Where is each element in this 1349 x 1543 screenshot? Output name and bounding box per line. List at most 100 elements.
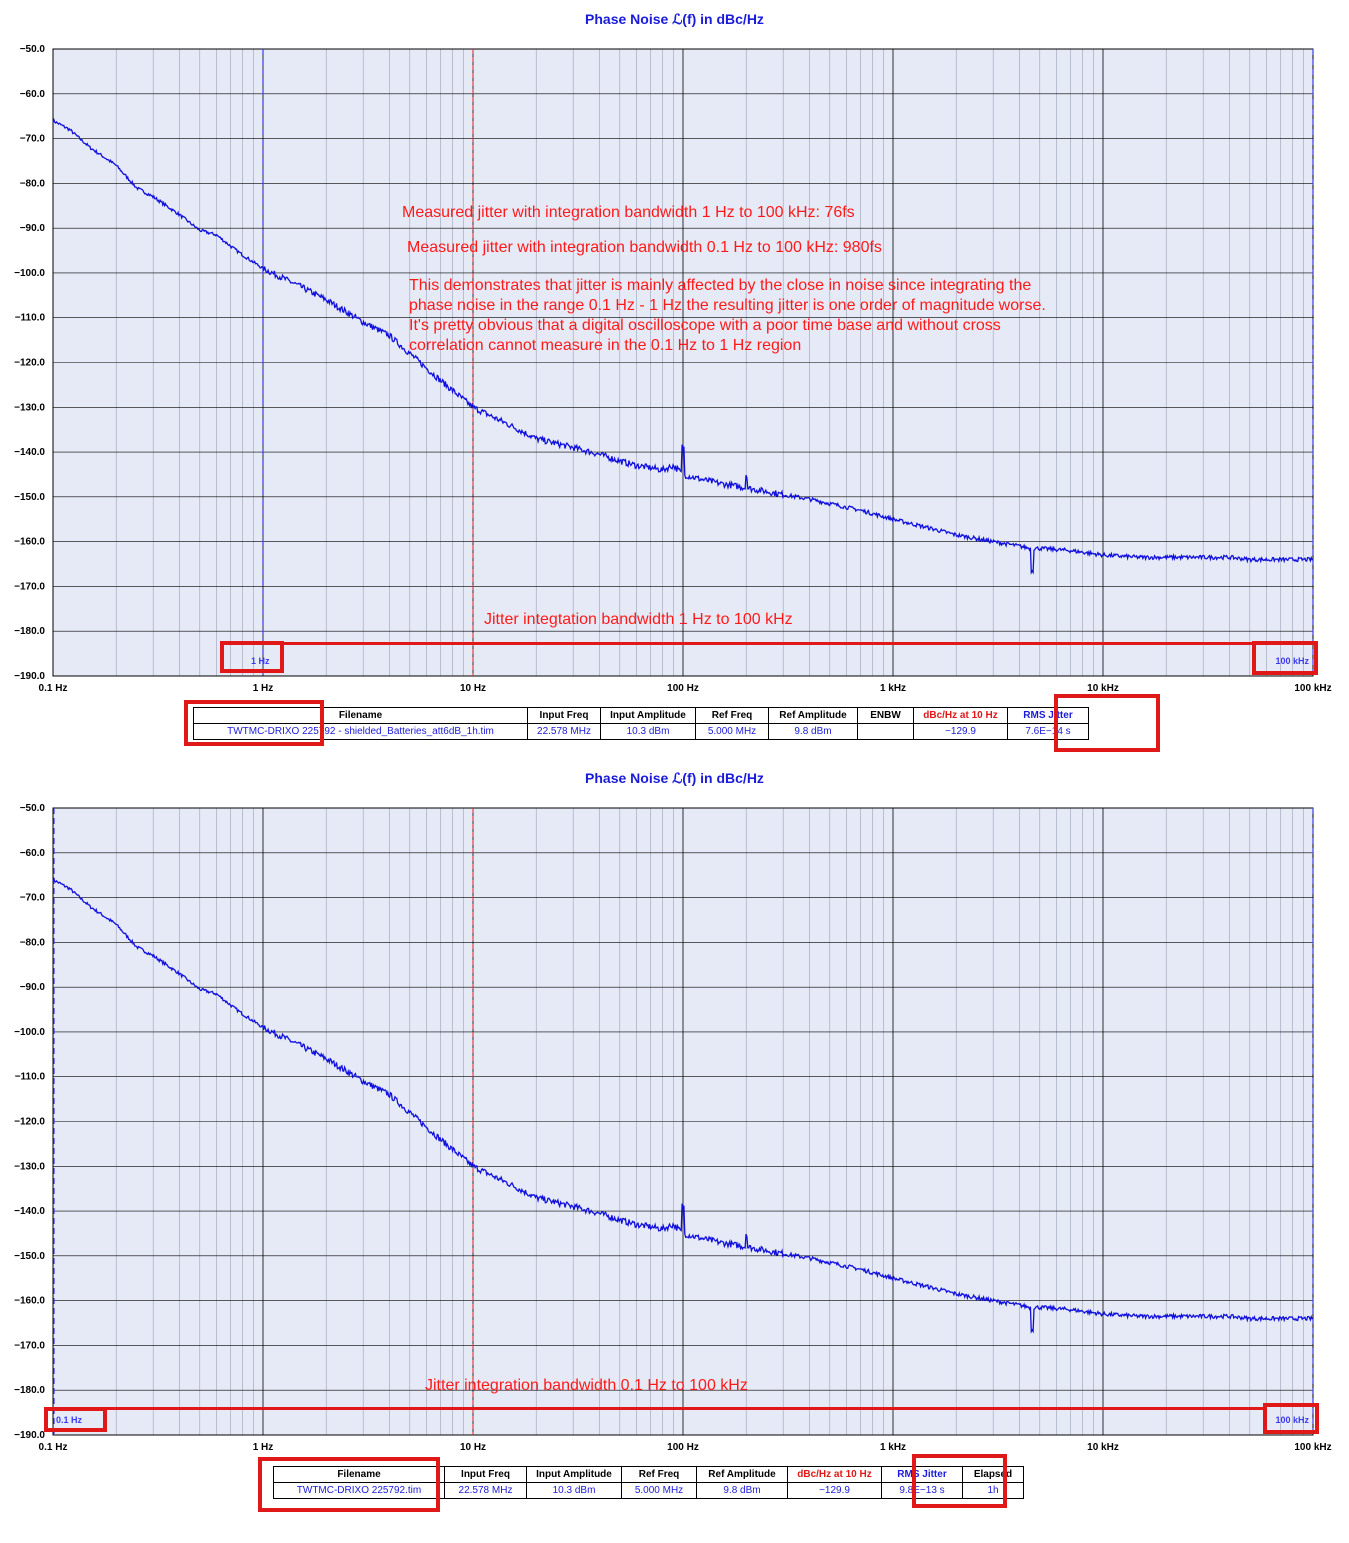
- value-ref-freq: 5.000 MHz: [695, 723, 769, 740]
- y-tick-label: −60.0: [20, 89, 46, 100]
- header-dbc-at-10hz: dBc/Hz at 10 Hz: [913, 707, 1008, 724]
- annotation-bandwidth: Jitter integration bandwidth 0.1 Hz to 1…: [425, 1377, 748, 1394]
- header-input-freq: Input Freq: [444, 1466, 527, 1483]
- header-enbw: ENBW: [857, 707, 914, 724]
- x-tick-label: 10 Hz: [460, 683, 486, 694]
- y-tick-label: −170.0: [14, 581, 45, 592]
- x-tick-label: 100 Hz: [667, 683, 699, 694]
- y-tick-label: −150.0: [14, 492, 45, 503]
- highlight-bandwidth-line: [104, 1407, 1266, 1413]
- annotation-line: It's pretty obvious that a digital oscil…: [409, 317, 1001, 334]
- y-tick-label: −140.0: [14, 447, 45, 458]
- phase-noise-trace: [52, 876, 1314, 1334]
- integration-start-label: 0.1 Hz: [56, 1415, 83, 1425]
- header-ref-amplitude: Ref Amplitude: [768, 707, 858, 724]
- y-tick-label: −80.0: [20, 178, 46, 189]
- highlight-rms-jitter: [1054, 694, 1160, 752]
- value-ref-amplitude: 9.8 dBm: [696, 1482, 788, 1499]
- x-tick-label: 100 kHz: [1294, 1442, 1331, 1453]
- y-tick-label: −90.0: [20, 223, 46, 234]
- y-tick-label: −160.0: [14, 537, 45, 548]
- y-tick-label: −160.0: [14, 1296, 45, 1307]
- integration-end-label: 100 kHz: [1275, 656, 1309, 666]
- header-ref-freq: Ref Freq: [695, 707, 769, 724]
- y-tick-label: −150.0: [14, 1251, 45, 1262]
- annotation-line: This demonstrates that jitter is mainly …: [409, 277, 1032, 294]
- header-dbc-at-10hz: dBc/Hz at 10 Hz: [787, 1466, 882, 1483]
- highlight-end-marker: [1263, 1403, 1319, 1434]
- phase-noise-plot-2: −50.0 −60.0 −70.0 −80.0 −90.0 −100.0 −110.0 −12…: [14, 803, 1332, 1453]
- y-tick-label: −130.0: [14, 402, 45, 413]
- value-rms-jitter: 9.8E−13 s: [881, 1482, 963, 1499]
- value-rms-jitter: 7.6E−14 s: [1007, 723, 1089, 740]
- x-tick-label: 100 kHz: [1294, 683, 1331, 694]
- value-dbc-at-10hz: −129.9: [787, 1482, 882, 1499]
- y-tick-label: −120.0: [14, 358, 45, 369]
- x-tick-label: 0.1 Hz: [39, 683, 68, 694]
- y-tick-label: −50.0: [20, 44, 46, 55]
- x-tick-label: 10 kHz: [1087, 683, 1119, 694]
- annotation-jitter-01hz: Measured jitter with integration bandwid…: [407, 239, 882, 256]
- y-tick-label: −100.0: [14, 268, 45, 279]
- chart-title: Phase Noise ℒ(f) in dBc/Hz: [585, 11, 764, 27]
- y-tick-label: −100.0: [14, 1027, 45, 1038]
- value-input-amplitude: 10.3 dBm: [526, 1482, 622, 1499]
- x-tick-label: 0.1 Hz: [39, 1442, 68, 1453]
- y-tick-label: −130.0: [14, 1161, 45, 1172]
- y-tick-label: −70.0: [20, 134, 46, 145]
- y-tick-label: −180.0: [14, 1385, 45, 1396]
- y-tick-label: −90.0: [20, 982, 46, 993]
- x-tick-label: 1 Hz: [253, 683, 274, 694]
- x-tick-label: 1 kHz: [880, 683, 906, 694]
- x-tick-label: 1 Hz: [253, 1442, 274, 1453]
- x-tick-label: 1 kHz: [880, 1442, 906, 1453]
- y-tick-label: −110.0: [15, 1072, 46, 1083]
- y-tick-label: −120.0: [14, 1117, 45, 1128]
- x-tick-label: 100 Hz: [667, 1442, 699, 1453]
- value-input-freq: 22.578 MHz: [527, 723, 601, 740]
- header-input-amplitude: Input Amplitude: [600, 707, 696, 724]
- annotation-line: correlation cannot measure in the 0.1 Hz…: [409, 337, 802, 354]
- value-elapsed: 1h: [962, 1482, 1024, 1499]
- chart-title: Phase Noise ℒ(f) in dBc/Hz: [585, 770, 764, 786]
- annotation-explanation: This demonstrates that jitter is mainly …: [409, 276, 1046, 356]
- header-input-freq: Input Freq: [527, 707, 601, 724]
- y-tick-label: −70.0: [20, 893, 46, 904]
- value-input-amplitude: 10.3 dBm: [600, 723, 696, 740]
- measurement-table: Filename Input Freq Input Amplitude Ref …: [193, 707, 1089, 740]
- header-input-amplitude: Input Amplitude: [526, 1466, 622, 1483]
- highlight-bandwidth-line: [280, 642, 1256, 648]
- annotation-jitter-1hz: Measured jitter with integration bandwid…: [402, 204, 855, 221]
- value-ref-freq: 5.000 MHz: [621, 1482, 697, 1499]
- highlight-filename: [184, 700, 324, 746]
- y-tick-label: −170.0: [14, 1340, 45, 1351]
- highlight-filename: [258, 1457, 440, 1512]
- chart-panel-1: Phase Noise ℒ(f) in dBc/Hz −50.0 −60.0 −70…: [0, 0, 1349, 760]
- value-ref-amplitude: 9.8 dBm: [768, 723, 858, 740]
- y-tick-label: −50.0: [20, 803, 46, 814]
- highlight-start-marker: [44, 1407, 107, 1432]
- phase-noise-plot-1: −50.0 −60.0 −70.0 −80.0 −90.0 −100.0 −110.0 −12…: [14, 44, 1332, 694]
- annotation-bandwidth: Jitter integtation bandwidth 1 Hz to 100…: [484, 611, 793, 628]
- highlight-rms-jitter: [912, 1454, 1007, 1508]
- y-tick-label: −60.0: [20, 848, 46, 859]
- header-ref-freq: Ref Freq: [621, 1466, 697, 1483]
- y-tick-label: −80.0: [20, 937, 46, 948]
- chart-panel-2: Phase Noise ℒ(f) in dBc/Hz −50.0 −60.0 −70…: [0, 760, 1349, 1543]
- value-enbw: [857, 723, 914, 740]
- highlight-end-marker: [1252, 641, 1318, 675]
- y-tick-label: −190.0: [14, 1430, 45, 1441]
- value-input-freq: 22.578 MHz: [444, 1482, 527, 1499]
- header-ref-amplitude: Ref Amplitude: [696, 1466, 788, 1483]
- x-tick-label: 10 Hz: [460, 1442, 486, 1453]
- y-tick-label: −190.0: [14, 671, 45, 682]
- y-tick-label: −180.0: [14, 626, 45, 637]
- x-tick-label: 10 kHz: [1087, 1442, 1119, 1453]
- measurement-table: Filename Input Freq Input Amplitude Ref …: [273, 1466, 1024, 1499]
- phase-noise-trace: [52, 117, 1314, 575]
- y-tick-label: −140.0: [14, 1206, 45, 1217]
- highlight-start-marker: [220, 641, 284, 673]
- y-tick-label: −110.0: [15, 313, 46, 324]
- integration-start-label: 1 Hz: [251, 656, 270, 666]
- integration-end-label: 100 kHz: [1275, 1415, 1309, 1425]
